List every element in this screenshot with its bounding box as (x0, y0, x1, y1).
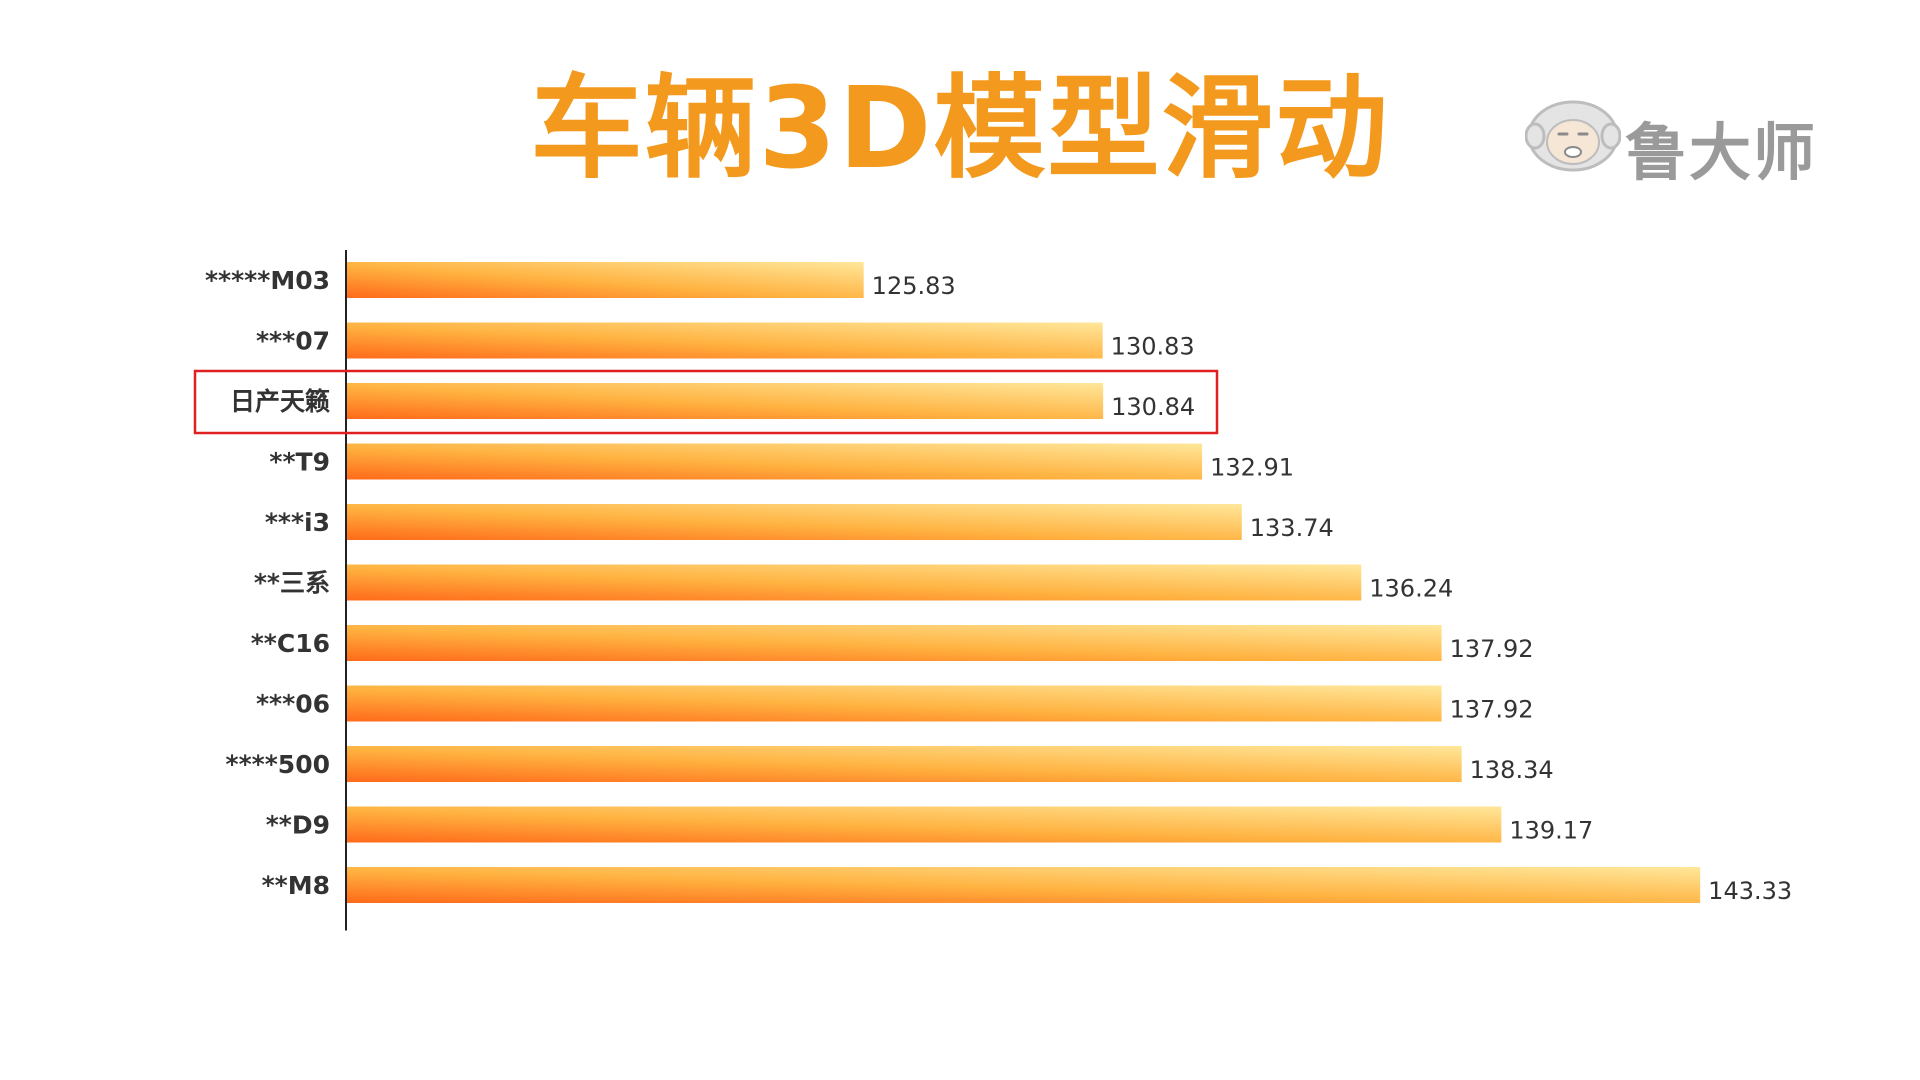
value-label: 143.33 (1708, 877, 1792, 905)
category-label: ***i3 (265, 508, 330, 537)
category-label: **D9 (266, 811, 330, 840)
value-label: 139.17 (1509, 817, 1593, 845)
bar (346, 262, 864, 298)
bar (346, 867, 1701, 903)
category-label: ****500 (226, 750, 330, 779)
highlight-box (193, 369, 1219, 435)
value-label: 137.92 (1450, 696, 1534, 724)
value-label: 130.84 (1111, 393, 1195, 421)
bar (346, 322, 1103, 359)
value-label: 133.74 (1250, 514, 1334, 542)
value-label: 132.91 (1210, 454, 1294, 482)
chart-title: 车辆3D模型滑动 (530, 64, 1390, 194)
category-label: *****M03 (205, 266, 330, 295)
bar (346, 685, 1442, 722)
value-label: 125.83 (872, 272, 956, 300)
brand-logo: 鲁大师 (1525, 92, 1815, 189)
bar (346, 625, 1442, 661)
bar (346, 443, 1203, 480)
category-label: ***06 (256, 690, 330, 719)
monkey-face-icon (1525, 100, 1621, 172)
bar (346, 383, 1104, 419)
category-label: **三系 (254, 569, 330, 598)
category-label: **C16 (251, 629, 330, 658)
logo-text: 鲁大师 (1625, 116, 1818, 189)
bar (346, 806, 1502, 843)
bar (346, 504, 1242, 540)
category-label: **T9 (269, 448, 330, 477)
bar (346, 746, 1462, 782)
value-label: 138.34 (1470, 756, 1554, 784)
category-label: ***07 (256, 327, 330, 356)
value-label: 130.83 (1111, 333, 1195, 361)
category-label: 日产天籁 (230, 387, 330, 416)
category-label: **M8 (262, 871, 330, 900)
value-label: 136.24 (1369, 575, 1453, 603)
bar (346, 564, 1362, 601)
value-label: 137.92 (1450, 635, 1534, 663)
